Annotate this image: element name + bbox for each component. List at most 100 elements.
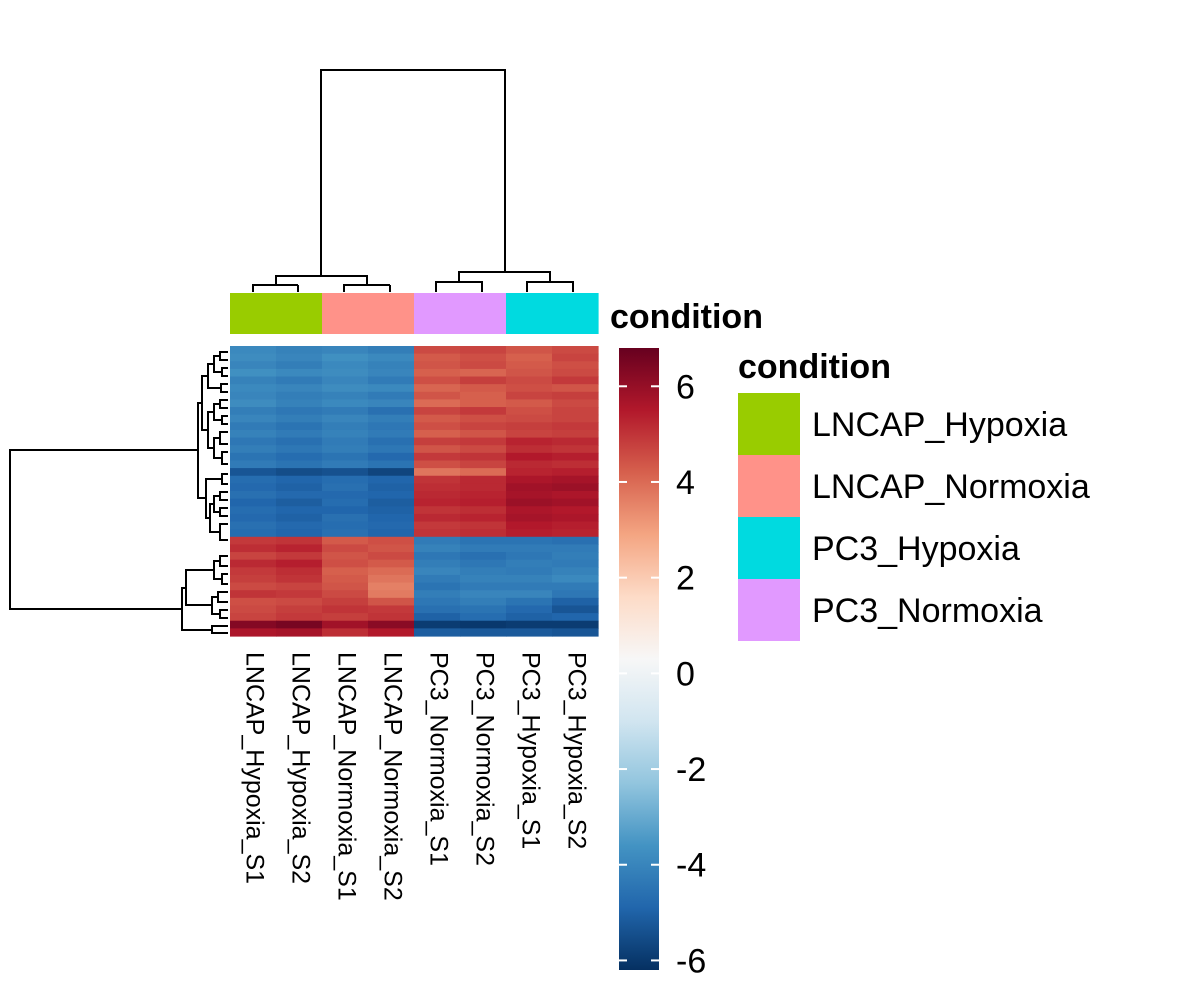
- col-dendro-link: [343, 284, 390, 292]
- heatmap-cell: [368, 353, 415, 362]
- condition-legend: condition LNCAP_Hypoxia LNCAP_Normoxia PC3…: [738, 348, 1090, 641]
- heatmap-cell: [552, 422, 599, 431]
- annotation-cell: [414, 293, 461, 334]
- heatmap-cell: [460, 475, 507, 484]
- heatmap-cell: [230, 605, 277, 614]
- color-scale-bar: [619, 348, 659, 970]
- heatmap-cell: [230, 521, 277, 530]
- heatmap-cell: [460, 590, 507, 599]
- heatmap-cell: [506, 346, 553, 355]
- legend-swatch: [738, 517, 800, 579]
- heatmap-cell: [552, 590, 599, 599]
- heatmap-cell: [322, 483, 369, 492]
- row-dendro-link: [221, 367, 228, 377]
- heatmap-cell: [276, 567, 323, 576]
- heatmap-cell: [276, 384, 323, 393]
- row-dendro-link: [219, 431, 228, 445]
- row-dendro-link: [221, 415, 228, 425]
- heatmap-cell: [230, 506, 277, 515]
- col-dendro-link: [435, 281, 483, 292]
- heatmap-cell: [368, 346, 415, 355]
- heatmap-cell: [414, 346, 461, 355]
- heatmap-cell: [460, 559, 507, 568]
- heatmap-cell: [414, 422, 461, 431]
- heatmap-cell: [506, 399, 553, 408]
- heatmap-cell: [368, 422, 415, 431]
- heatmap-cell: [414, 613, 461, 622]
- heatmap-cell: [230, 590, 277, 599]
- heatmap-cell: [506, 605, 553, 614]
- heatmap-cell: [460, 422, 507, 431]
- heatmap-cell: [368, 414, 415, 423]
- row-dendro-link: [219, 491, 228, 501]
- heatmap-cell: [506, 544, 553, 553]
- heatmap-cell: [506, 590, 553, 599]
- row-dendro-link: [221, 473, 228, 485]
- heatmap-cell: [368, 513, 415, 523]
- heatmap-cell: [368, 544, 415, 553]
- column-label: PC3_Hypoxia_S2: [562, 652, 590, 849]
- column-label: LNCAP_Hypoxia_S2: [286, 652, 314, 884]
- heatmap-cell: [368, 384, 415, 393]
- heatmap-cell: [276, 613, 323, 622]
- heatmap-cell: [322, 399, 369, 408]
- heatmap-cell: [368, 391, 415, 401]
- heatmap-cell: [276, 475, 323, 484]
- heatmap-cell: [552, 529, 599, 538]
- heatmap-cell: [322, 582, 369, 591]
- heatmap-cell: [276, 529, 323, 538]
- heatmap-cell: [552, 498, 599, 507]
- heatmap-cell: [230, 384, 277, 393]
- heatmap-cell: [460, 567, 507, 576]
- heatmap-cell: [322, 491, 369, 500]
- heatmap-cell: [276, 605, 323, 614]
- heatmap-cell: [552, 460, 599, 469]
- heatmap-cell: [460, 384, 507, 393]
- heatmap-cell: [230, 567, 277, 576]
- heatmap-cell: [414, 506, 461, 515]
- heatmap-cell: [230, 613, 277, 622]
- column-label: PC3_Hypoxia_S1: [516, 652, 544, 849]
- heatmap-cell: [414, 620, 461, 629]
- heatmap-cell: [230, 437, 277, 446]
- heatmap-cell: [414, 513, 461, 523]
- heatmap-cell: [276, 506, 323, 515]
- heatmap-cell: [460, 452, 507, 462]
- heatmap-cell: [460, 483, 507, 492]
- heatmap-cell: [276, 346, 323, 355]
- heatmap-cell: [230, 414, 277, 423]
- heatmap-cell: [230, 422, 277, 431]
- heatmap-cell: [276, 574, 323, 584]
- heatmap-cell: [230, 498, 277, 507]
- heatmap-cell: [506, 452, 553, 462]
- heatmap-cell: [506, 574, 553, 584]
- heatmap-cell: [414, 384, 461, 393]
- heatmap-cell: [322, 384, 369, 393]
- heatmap-cell: [506, 529, 553, 538]
- heatmap-cell: [276, 491, 323, 500]
- heatmap-cell: [322, 353, 369, 362]
- heatmap-cell: [322, 529, 369, 538]
- heatmap-cell: [322, 506, 369, 515]
- heatmap-cell: [552, 361, 599, 370]
- column-dendrogram: [252, 69, 574, 292]
- heatmap-cell: [460, 574, 507, 584]
- heatmap-cell: [230, 407, 277, 416]
- annotation-label: condition: [610, 298, 763, 336]
- heatmap-cell: [230, 529, 277, 538]
- heatmap-cell: [506, 384, 553, 393]
- heatmap-cell: [460, 620, 507, 629]
- row-dendro-link: [219, 555, 228, 567]
- heatmap-cell: [230, 475, 277, 484]
- heatmap-cell: [368, 567, 415, 576]
- color-scale-ticks: 6 4 2 0 -2 -4 -6: [619, 368, 706, 980]
- heatmap-cell: [276, 376, 323, 385]
- heatmap-cell: [414, 368, 461, 378]
- heatmap-cell: [276, 559, 323, 568]
- heatmap-cell: [552, 628, 599, 637]
- heatmap-cell: [506, 460, 553, 469]
- heatmap-cell: [414, 483, 461, 492]
- column-labels: LNCAP_Hypoxia_S1 LNCAP_Hypoxia_S2 LNCAP_No…: [240, 652, 590, 901]
- heatmap-cell: [322, 429, 369, 439]
- heatmap-cell: [460, 582, 507, 591]
